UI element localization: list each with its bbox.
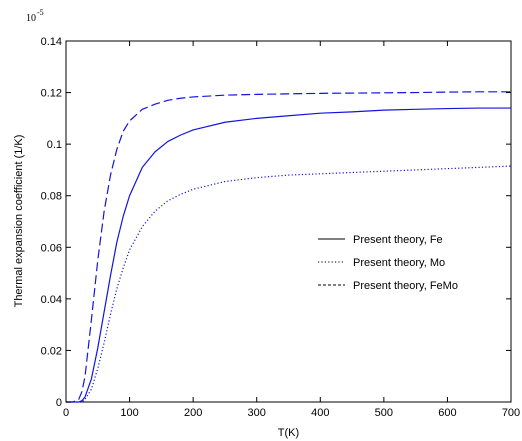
x-tick-label: 300 (248, 407, 266, 419)
y-multiplier-exponent: -5 (37, 8, 44, 17)
y-tick-label: 0.06 (41, 242, 62, 254)
axis-ticks: 0 100 200 300 400 500 600 700 0 0.02 0.04 0.06 0.08 0… (41, 36, 521, 419)
x-tick-label: 200 (184, 407, 202, 419)
x-axis-label: T(K) (278, 427, 299, 439)
legend-label-mo: Present theory, Mo (353, 257, 445, 269)
y-tick-label: 0.02 (41, 345, 62, 357)
series-line-femo (66, 91, 511, 403)
y-tick-label: 0.04 (41, 294, 62, 306)
x-tick-label: 600 (438, 407, 456, 419)
series-lines (66, 91, 512, 403)
y-multiplier-base: 10 (26, 13, 36, 24)
y-axis-label: Thermal expansion coefficient (1/K) (13, 135, 25, 308)
x-tick-label: 400 (311, 407, 329, 419)
legend-label-fe: Present theory, Fe (353, 234, 443, 246)
x-tick-label: 500 (375, 407, 393, 419)
x-tick-label: 100 (120, 407, 138, 419)
x-tick-label: 0 (63, 407, 69, 419)
legend: Present theory, Fe Present theory, Mo Pr… (318, 234, 458, 292)
y-tick-label: 0.08 (41, 191, 62, 203)
y-tick-label: 0.14 (41, 36, 62, 48)
series-line-fe (66, 107, 511, 403)
legend-label-femo: Present theory, FeMo (353, 280, 458, 292)
y-tick-label: 0.1 (47, 139, 62, 151)
x-tick-label: 700 (502, 407, 520, 419)
y-tick-label: 0.12 (41, 88, 62, 100)
y-tick-label: 0 (56, 397, 62, 409)
plot-area-frame (65, 40, 512, 403)
series-line-mo (66, 165, 512, 403)
